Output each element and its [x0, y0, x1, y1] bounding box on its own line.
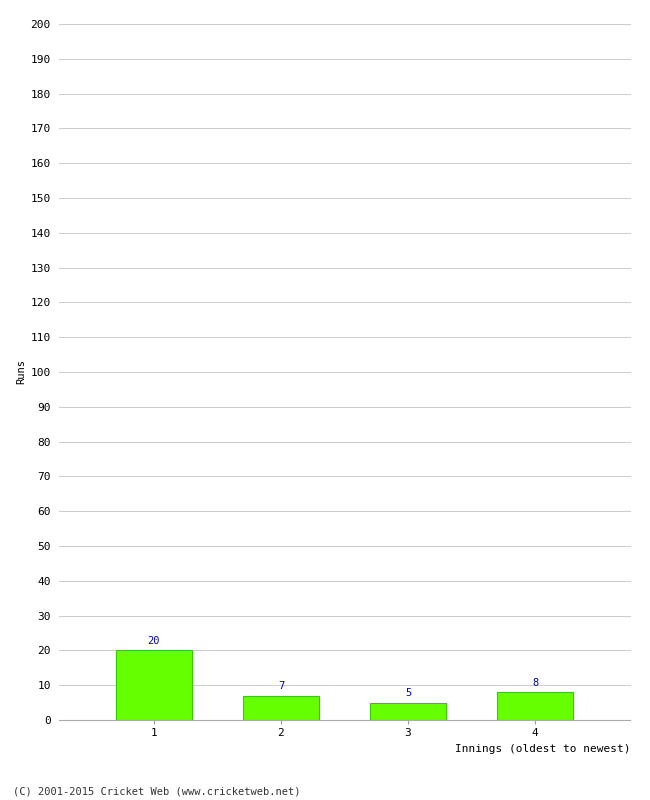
Bar	[370, 702, 446, 720]
X-axis label: Innings (oldest to newest): Innings (oldest to newest)	[455, 744, 630, 754]
Text: 7: 7	[278, 682, 284, 691]
Bar	[243, 696, 319, 720]
Bar	[497, 692, 573, 720]
Text: 20: 20	[148, 636, 160, 646]
Text: 5: 5	[405, 689, 411, 698]
Bar	[116, 650, 192, 720]
Text: 8: 8	[532, 678, 538, 688]
Text: (C) 2001-2015 Cricket Web (www.cricketweb.net): (C) 2001-2015 Cricket Web (www.cricketwe…	[13, 786, 300, 796]
Y-axis label: Runs: Runs	[16, 359, 27, 385]
